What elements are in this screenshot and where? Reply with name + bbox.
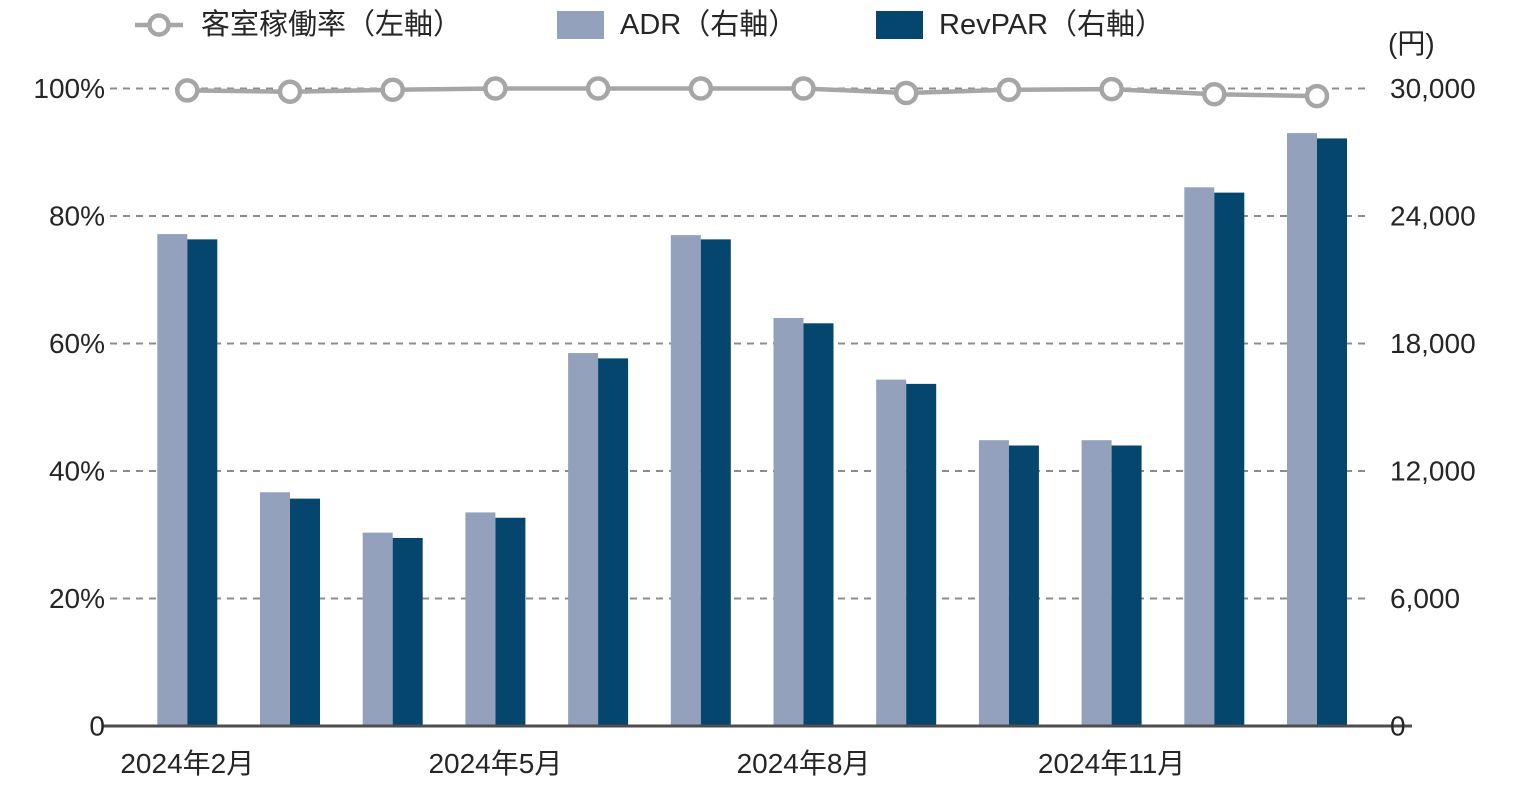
legend-label-adr: ADR（右軸） <box>620 9 798 41</box>
revpar-swatch-icon <box>876 11 923 39</box>
left-axis-tick-label: 40% <box>49 456 105 487</box>
x-axis-tick-label: 2024年8月 <box>737 748 871 779</box>
bar-adr-2024年11月 <box>1081 440 1112 726</box>
left-axis-tick-label: 0 <box>89 711 105 742</box>
left-axis-tick-label: 60% <box>49 328 105 359</box>
right-axis-tick-label: 30,000 <box>1390 73 1476 104</box>
occupancy-marker-2025年1月 <box>1304 83 1330 109</box>
x-axis-tick-label: 2024年5月 <box>428 748 562 779</box>
legend-label-occupancy: 客室稼働率（左軸） <box>201 9 463 41</box>
occupancy-marker-2024年8月 <box>791 76 816 101</box>
occupancy-marker-2024年3月 <box>277 79 303 104</box>
occupancy-marker-2024年12月 <box>1202 81 1227 107</box>
bar-adr-2024年9月 <box>876 379 907 726</box>
right-axis-tick-label: 24,000 <box>1390 201 1476 232</box>
adr-swatch-icon <box>557 11 604 39</box>
left-axis-tick-label: 100% <box>33 73 105 104</box>
right-axis-tick-label: 12,000 <box>1390 456 1476 487</box>
bar-revpar-2024年6月 <box>598 358 629 726</box>
bar-revpar-2024年3月 <box>290 498 320 726</box>
occupancy-marker-2024年6月 <box>585 76 611 101</box>
bar-revpar-2024年9月 <box>906 383 937 726</box>
occupancy-marker-2024年11月 <box>1099 76 1124 102</box>
bar-adr-2025年1月 <box>1287 133 1317 726</box>
bar-adr-2024年2月 <box>157 234 188 726</box>
occupancy-marker-2024年9月 <box>893 80 919 106</box>
bar-adr-2024年3月 <box>260 492 290 726</box>
occupancy-marker-2024年10月 <box>996 77 1022 103</box>
x-axis-tick-label: 2024年2月 <box>120 748 254 779</box>
legend-label-revpar: RevPAR（右軸） <box>939 9 1165 41</box>
occupancy-marker-2024年2月 <box>175 78 200 103</box>
bar-adr-2024年12月 <box>1184 187 1215 726</box>
bar-adr-2024年6月 <box>568 353 599 726</box>
occupancy-marker-2024年4月 <box>380 77 405 103</box>
bar-adr-2024年8月 <box>773 318 804 726</box>
left-axis-tick-label: 20% <box>49 583 105 614</box>
occupancy-line <box>187 86 1318 99</box>
bar-adr-2024年7月 <box>670 235 701 726</box>
bar-revpar-2024年7月 <box>700 239 731 726</box>
bar-revpar-2024年12月 <box>1214 192 1245 726</box>
right-axis-unit-label: (円) <box>1388 28 1435 59</box>
legend-item-adr: ADR（右軸） <box>557 6 797 44</box>
occupancy-marker-2024年5月 <box>483 76 508 101</box>
right-axis-tick-label: 18,000 <box>1390 328 1476 359</box>
bar-revpar-2024年11月 <box>1111 445 1142 726</box>
bar-revpar-2024年10月 <box>1008 445 1039 726</box>
line-marker-icon <box>135 13 183 37</box>
bar-adr-2024年10月 <box>978 440 1009 726</box>
right-axis-tick-label: 6,000 <box>1390 583 1460 614</box>
legend-item-occupancy: 客室稼働率（左軸） <box>133 6 462 44</box>
bar-adr-2024年4月 <box>362 532 393 726</box>
bar-revpar-2024年8月 <box>803 323 834 726</box>
legend-item-revpar: RevPAR（右軸） <box>876 6 1164 44</box>
bar-revpar-2024年4月 <box>392 537 423 726</box>
bar-revpar-2024年5月 <box>495 517 526 726</box>
x-axis-tick-label: 2024年11月 <box>1038 748 1185 779</box>
bar-revpar-2024年2月 <box>187 239 218 726</box>
left-axis-tick-label: 80% <box>49 201 105 232</box>
bar-adr-2024年5月 <box>465 512 496 726</box>
bar-revpar-2025年1月 <box>1317 138 1347 726</box>
right-axis-tick-label: 0 <box>1390 711 1406 742</box>
occupancy-marker-2024年7月 <box>688 76 714 101</box>
